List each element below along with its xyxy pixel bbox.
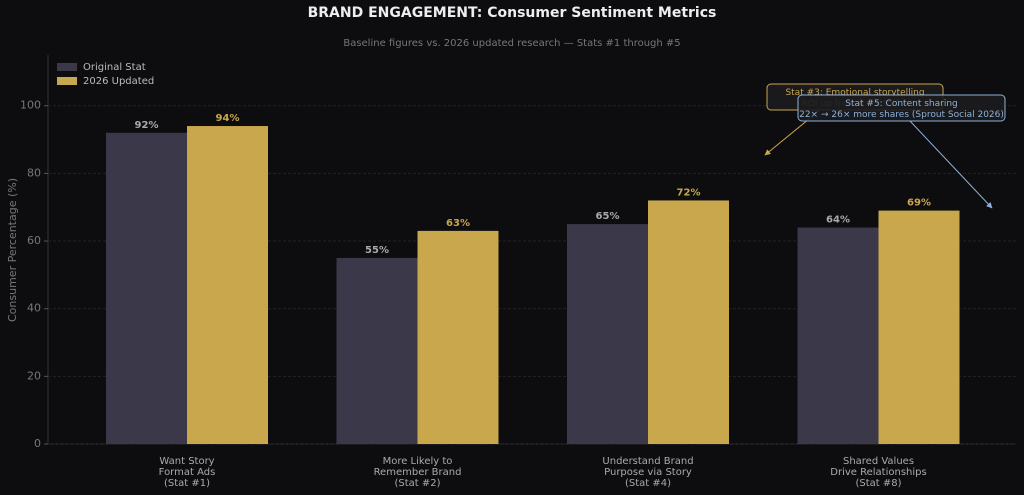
legend-swatch: [57, 77, 77, 85]
data-label: 69%: [907, 198, 931, 209]
x-tick-label: Shared Values Drive Relationships (Stat #8…: [830, 456, 926, 489]
data-label: 65%: [596, 211, 620, 222]
legend-label: Original Stat: [83, 62, 146, 73]
annotation-box: [797, 94, 1006, 122]
bar: [648, 200, 729, 444]
y-tick-label: 80: [27, 166, 41, 179]
annotation-text: Stat #5: Content sharing 22× → 26× more s…: [799, 99, 1004, 120]
bar: [417, 230, 499, 444]
data-label: 92%: [135, 120, 159, 131]
x-tick-label: More Likely to Remember Brand (Stat #2): [374, 456, 462, 489]
y-tick-label: 0: [34, 437, 41, 450]
legend-swatch: [57, 63, 77, 71]
y-axis-label: Consumer Percentage (%): [6, 178, 19, 322]
bar: [878, 210, 960, 444]
chart-subtitle: Baseline figures vs. 2026 updated resear…: [343, 38, 680, 49]
data-label: 63%: [446, 218, 470, 229]
y-tick-label: 60: [27, 234, 41, 247]
data-label: 55%: [365, 245, 389, 256]
bar: [567, 224, 648, 444]
bar: [187, 126, 268, 444]
bar: [797, 227, 879, 444]
bar: [336, 257, 418, 444]
legend-label: 2026 Updated: [83, 76, 154, 87]
x-tick-label: Understand Brand Purpose via Story (Stat #…: [602, 456, 693, 489]
x-tick-label: Want Story Format Ads (Stat #1): [159, 456, 216, 489]
bar: [106, 132, 187, 445]
data-label: 72%: [677, 187, 701, 198]
y-tick-label: 20: [27, 369, 41, 382]
data-label: 94%: [216, 113, 240, 124]
annotation-arrow: [909, 120, 993, 209]
y-tick-label: 40: [27, 302, 41, 315]
chart-title: BRAND ENGAGEMENT: Consumer Sentiment Met…: [308, 5, 717, 21]
data-label: 64%: [826, 215, 850, 226]
y-tick-label: 100: [20, 99, 41, 112]
